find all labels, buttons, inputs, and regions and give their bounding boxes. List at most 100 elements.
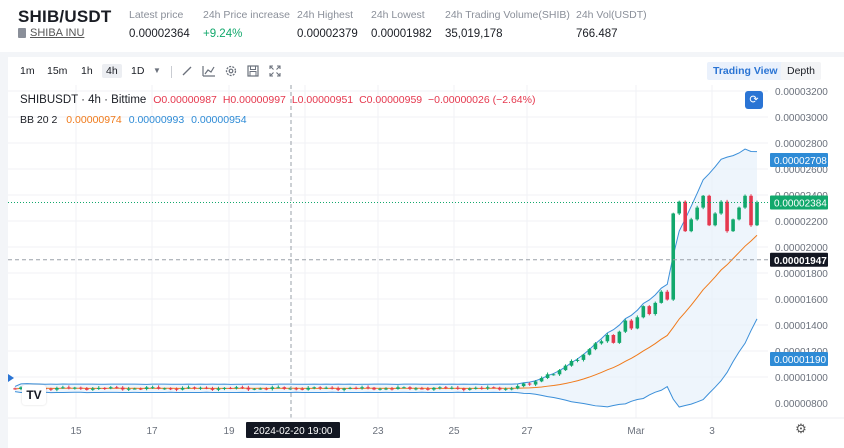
candle-body <box>222 387 227 389</box>
candle-body <box>240 387 245 389</box>
x-axis-label: 23 <box>372 426 384 437</box>
stat-value: 0.00002379 <box>297 28 358 40</box>
candle-body <box>156 387 161 389</box>
stat-value: 0.00002364 <box>129 28 190 40</box>
candle-body <box>593 343 598 350</box>
candle-body <box>264 388 269 390</box>
candle-body <box>450 387 454 389</box>
x-axis-label: 19 <box>223 426 235 437</box>
y-axis-label: 0.00001400 <box>775 321 828 332</box>
candle-body <box>557 370 562 375</box>
candle-body <box>719 201 723 214</box>
candle-body <box>324 387 328 389</box>
gear-icon[interactable]: ⚙ <box>795 421 807 436</box>
x-axis-label: 27 <box>521 426 533 437</box>
candle-body <box>414 388 418 390</box>
candle-body <box>55 387 59 390</box>
legend-close: C0.00000959 <box>359 94 423 106</box>
candle-body <box>408 387 412 389</box>
timeframe-1m[interactable]: 1m <box>20 65 35 77</box>
timeframe-15m[interactable]: 15m <box>47 65 68 77</box>
scroll-left-icon <box>8 374 14 382</box>
price-tag <box>770 152 828 167</box>
legend-high: H0.00000997 <box>222 94 286 106</box>
candle-body <box>49 388 53 390</box>
candle-body <box>306 387 311 390</box>
candle-body <box>599 341 604 344</box>
crosshair-price-tag <box>770 252 828 267</box>
candle-body <box>384 388 388 390</box>
candle-body <box>527 383 532 385</box>
settings-icon[interactable] <box>224 64 238 78</box>
draw-line-icon[interactable] <box>180 64 194 78</box>
candle-body <box>192 387 197 389</box>
fullscreen-icon[interactable] <box>268 64 282 78</box>
stat-volume-shib: 24h Trading Volume(SHIB) 35,019,178 <box>445 9 570 40</box>
legend-open: O0.00000987 <box>153 94 217 106</box>
refresh-icon[interactable]: ⟳ <box>745 91 763 109</box>
price-tag-label: 0.00002384 <box>774 198 827 209</box>
crosshair-time-label: 2024-02-20 19:00 <box>254 426 333 437</box>
trading-view-tab[interactable]: Trading View <box>707 62 784 80</box>
coin-name-link[interactable]: SHIBA INU <box>18 27 84 39</box>
candle-body <box>503 388 508 390</box>
candle-body <box>563 365 568 371</box>
candle-body <box>390 388 394 390</box>
candle-body <box>138 388 143 390</box>
candle-body <box>521 383 526 387</box>
stat-price-increase: 24h Price increase +9.24% <box>203 9 290 40</box>
candle-body <box>426 388 430 390</box>
stat-value: 766.487 <box>576 28 618 40</box>
candle-body <box>653 302 658 315</box>
candle-body <box>605 334 610 342</box>
candle-body <box>294 388 299 390</box>
y-axis-label: 0.00000800 <box>775 399 828 410</box>
toolbar-divider <box>171 66 172 78</box>
candle-body <box>210 388 215 390</box>
y-axis-label: 0.00003200 <box>775 87 828 98</box>
bb-lower-value: 0.00000954 <box>191 114 247 126</box>
bb-band-fill <box>14 149 758 408</box>
timeframe-1d[interactable]: 1D <box>131 65 145 77</box>
candle-body <box>432 387 436 390</box>
y-axis-label: 0.00002000 <box>775 243 828 254</box>
candle-body <box>354 387 358 389</box>
timeframe-1h[interactable]: 1h <box>81 65 93 77</box>
candle-body <box>258 388 263 390</box>
tradingview-logo[interactable]: TV <box>22 385 46 405</box>
candle-body <box>456 387 460 389</box>
candle-body <box>162 388 167 390</box>
candle-body <box>677 201 682 214</box>
candle-body <box>96 387 101 389</box>
x-axis-label: 3 <box>709 426 715 437</box>
candle-body <box>61 387 65 389</box>
stat-latest-price: Latest price 0.00002364 <box>129 9 190 40</box>
legend-symbol: SHIBUSDT · 4h · Bittime <box>20 94 147 106</box>
candle-body <box>114 387 119 389</box>
candle-body <box>671 213 676 300</box>
candle-body <box>168 388 173 390</box>
candle-body <box>587 349 592 355</box>
bb-legend: BB 20 2 0.00000974 0.00000993 0.00000954 <box>20 114 247 126</box>
candle-body <box>372 387 376 390</box>
depth-tab[interactable]: Depth <box>781 62 822 80</box>
timeframe-4h[interactable]: 4h <box>102 64 122 78</box>
dropdown-icon[interactable]: ▼ <box>153 66 161 75</box>
price-chart[interactable]: 0.00003200 0.00003000 0.00002800 0.00002600… <box>8 85 844 448</box>
candle-body <box>102 387 107 389</box>
stat-label: 24h Vol(USDT) <box>576 9 647 21</box>
pair-title: SHIB/USDT <box>18 7 112 26</box>
candle-body <box>641 306 646 318</box>
snapshot-icon[interactable] <box>246 64 260 78</box>
candle-body <box>366 387 370 389</box>
indicator-icon[interactable] <box>202 64 216 78</box>
legend-change: −0.00000026 (−2.64%) <box>428 94 536 106</box>
candle-body <box>108 387 113 389</box>
candle-body <box>330 387 334 389</box>
bb-indicator-name: BB 20 2 <box>20 114 58 126</box>
chart-toolbar: 1m 15m 1h 4h 1D ▼ Trading View Depth <box>8 57 844 85</box>
candle-body <box>491 387 496 389</box>
candle-body <box>360 387 364 389</box>
stat-value: 35,019,178 <box>445 28 503 40</box>
candle-body <box>420 388 424 390</box>
